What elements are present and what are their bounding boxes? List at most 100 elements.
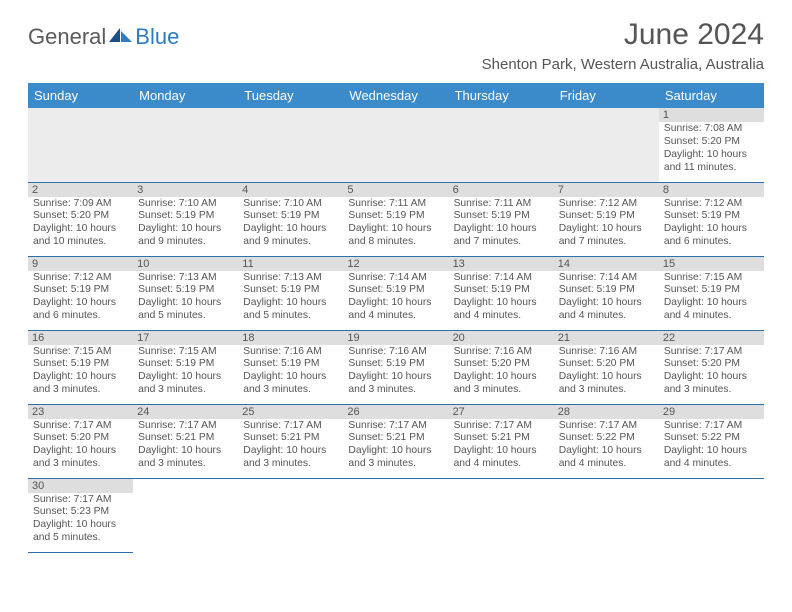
calendar-day-cell bbox=[343, 108, 448, 182]
day-info: Sunrise: 7:16 AMSunset: 5:19 PMDaylight:… bbox=[348, 346, 443, 397]
day-info: Sunrise: 7:08 AMSunset: 5:20 PMDaylight:… bbox=[664, 123, 759, 174]
calendar-day-cell: 23Sunrise: 7:17 AMSunset: 5:20 PMDayligh… bbox=[28, 404, 133, 478]
day-number: 7 bbox=[554, 183, 659, 197]
day-info: Sunrise: 7:17 AMSunset: 5:20 PMDaylight:… bbox=[33, 420, 128, 471]
calendar-day-cell bbox=[554, 108, 659, 182]
calendar-day-cell: 12Sunrise: 7:14 AMSunset: 5:19 PMDayligh… bbox=[343, 256, 448, 330]
day-number: 29 bbox=[659, 405, 764, 419]
day-number: 15 bbox=[659, 257, 764, 271]
calendar-day-cell: 14Sunrise: 7:14 AMSunset: 5:19 PMDayligh… bbox=[554, 256, 659, 330]
day-info: Sunrise: 7:12 AMSunset: 5:19 PMDaylight:… bbox=[559, 198, 654, 249]
month-title: June 2024 bbox=[482, 18, 764, 52]
day-info: Sunrise: 7:17 AMSunset: 5:21 PMDaylight:… bbox=[454, 420, 549, 471]
day-number: 4 bbox=[238, 183, 343, 197]
day-info: Sunrise: 7:17 AMSunset: 5:21 PMDaylight:… bbox=[138, 420, 233, 471]
logo-word-1: General bbox=[28, 24, 106, 50]
weekday-header: Friday bbox=[554, 83, 659, 108]
day-info: Sunrise: 7:16 AMSunset: 5:20 PMDaylight:… bbox=[559, 346, 654, 397]
logo: General Blue bbox=[28, 24, 179, 50]
day-number: 8 bbox=[659, 183, 764, 197]
day-number: 14 bbox=[554, 257, 659, 271]
calendar-table: SundayMondayTuesdayWednesdayThursdayFrid… bbox=[28, 83, 764, 553]
day-number: 16 bbox=[28, 331, 133, 345]
calendar-day-cell bbox=[133, 108, 238, 182]
day-info: Sunrise: 7:15 AMSunset: 5:19 PMDaylight:… bbox=[664, 272, 759, 323]
day-info: Sunrise: 7:17 AMSunset: 5:21 PMDaylight:… bbox=[348, 420, 443, 471]
calendar-day-cell bbox=[238, 478, 343, 552]
calendar-day-cell: 18Sunrise: 7:16 AMSunset: 5:19 PMDayligh… bbox=[238, 330, 343, 404]
calendar-day-cell: 19Sunrise: 7:16 AMSunset: 5:19 PMDayligh… bbox=[343, 330, 448, 404]
day-number: 28 bbox=[554, 405, 659, 419]
day-number: 9 bbox=[28, 257, 133, 271]
day-number: 27 bbox=[449, 405, 554, 419]
day-number: 18 bbox=[238, 331, 343, 345]
weekday-header: Tuesday bbox=[238, 83, 343, 108]
calendar-day-cell: 3Sunrise: 7:10 AMSunset: 5:19 PMDaylight… bbox=[133, 182, 238, 256]
calendar-day-cell: 17Sunrise: 7:15 AMSunset: 5:19 PMDayligh… bbox=[133, 330, 238, 404]
calendar-day-cell bbox=[238, 108, 343, 182]
calendar-week-row: 16Sunrise: 7:15 AMSunset: 5:19 PMDayligh… bbox=[28, 330, 764, 404]
calendar-day-cell: 13Sunrise: 7:14 AMSunset: 5:19 PMDayligh… bbox=[449, 256, 554, 330]
weekday-header: Thursday bbox=[449, 83, 554, 108]
day-info: Sunrise: 7:15 AMSunset: 5:19 PMDaylight:… bbox=[33, 346, 128, 397]
calendar-day-cell: 5Sunrise: 7:11 AMSunset: 5:19 PMDaylight… bbox=[343, 182, 448, 256]
calendar-day-cell: 30Sunrise: 7:17 AMSunset: 5:23 PMDayligh… bbox=[28, 478, 133, 552]
calendar-day-cell: 6Sunrise: 7:11 AMSunset: 5:19 PMDaylight… bbox=[449, 182, 554, 256]
calendar-day-cell bbox=[449, 478, 554, 552]
calendar-day-cell: 2Sunrise: 7:09 AMSunset: 5:20 PMDaylight… bbox=[28, 182, 133, 256]
title-block: June 2024 Shenton Park, Western Australi… bbox=[482, 18, 764, 73]
calendar-header-row: SundayMondayTuesdayWednesdayThursdayFrid… bbox=[28, 83, 764, 108]
day-number: 13 bbox=[449, 257, 554, 271]
calendar-day-cell: 22Sunrise: 7:17 AMSunset: 5:20 PMDayligh… bbox=[659, 330, 764, 404]
calendar-day-cell bbox=[554, 478, 659, 552]
calendar-day-cell bbox=[28, 108, 133, 182]
day-info: Sunrise: 7:13 AMSunset: 5:19 PMDaylight:… bbox=[243, 272, 338, 323]
calendar-day-cell: 20Sunrise: 7:16 AMSunset: 5:20 PMDayligh… bbox=[449, 330, 554, 404]
calendar-day-cell: 21Sunrise: 7:16 AMSunset: 5:20 PMDayligh… bbox=[554, 330, 659, 404]
logo-word-2: Blue bbox=[135, 24, 179, 50]
calendar-week-row: 2Sunrise: 7:09 AMSunset: 5:20 PMDaylight… bbox=[28, 182, 764, 256]
calendar-day-cell bbox=[659, 478, 764, 552]
day-number: 10 bbox=[133, 257, 238, 271]
day-info: Sunrise: 7:17 AMSunset: 5:22 PMDaylight:… bbox=[664, 420, 759, 471]
day-number: 25 bbox=[238, 405, 343, 419]
weekday-header: Sunday bbox=[28, 83, 133, 108]
calendar-day-cell: 29Sunrise: 7:17 AMSunset: 5:22 PMDayligh… bbox=[659, 404, 764, 478]
header: General Blue June 2024 Shenton Park, Wes… bbox=[28, 18, 764, 73]
day-info: Sunrise: 7:14 AMSunset: 5:19 PMDaylight:… bbox=[454, 272, 549, 323]
day-info: Sunrise: 7:16 AMSunset: 5:20 PMDaylight:… bbox=[454, 346, 549, 397]
day-number: 12 bbox=[343, 257, 448, 271]
location: Shenton Park, Western Australia, Austral… bbox=[482, 56, 764, 73]
calendar-week-row: 1Sunrise: 7:08 AMSunset: 5:20 PMDaylight… bbox=[28, 108, 764, 182]
day-info: Sunrise: 7:17 AMSunset: 5:22 PMDaylight:… bbox=[559, 420, 654, 471]
weekday-header: Saturday bbox=[659, 83, 764, 108]
day-number: 30 bbox=[28, 479, 133, 493]
day-info: Sunrise: 7:11 AMSunset: 5:19 PMDaylight:… bbox=[454, 198, 549, 249]
day-info: Sunrise: 7:09 AMSunset: 5:20 PMDaylight:… bbox=[33, 198, 128, 249]
calendar-day-cell: 25Sunrise: 7:17 AMSunset: 5:21 PMDayligh… bbox=[238, 404, 343, 478]
day-info: Sunrise: 7:13 AMSunset: 5:19 PMDaylight:… bbox=[138, 272, 233, 323]
day-number: 5 bbox=[343, 183, 448, 197]
sail-icon bbox=[108, 26, 134, 44]
calendar-day-cell: 11Sunrise: 7:13 AMSunset: 5:19 PMDayligh… bbox=[238, 256, 343, 330]
calendar-day-cell: 9Sunrise: 7:12 AMSunset: 5:19 PMDaylight… bbox=[28, 256, 133, 330]
weekday-header: Wednesday bbox=[343, 83, 448, 108]
day-info: Sunrise: 7:17 AMSunset: 5:20 PMDaylight:… bbox=[664, 346, 759, 397]
day-info: Sunrise: 7:12 AMSunset: 5:19 PMDaylight:… bbox=[33, 272, 128, 323]
day-number: 2 bbox=[28, 183, 133, 197]
calendar-day-cell bbox=[449, 108, 554, 182]
day-number: 20 bbox=[449, 331, 554, 345]
day-number: 21 bbox=[554, 331, 659, 345]
calendar-day-cell bbox=[343, 478, 448, 552]
day-number: 1 bbox=[659, 108, 764, 122]
day-info: Sunrise: 7:17 AMSunset: 5:23 PMDaylight:… bbox=[33, 494, 128, 545]
calendar-day-cell: 15Sunrise: 7:15 AMSunset: 5:19 PMDayligh… bbox=[659, 256, 764, 330]
calendar-week-row: 30Sunrise: 7:17 AMSunset: 5:23 PMDayligh… bbox=[28, 478, 764, 552]
day-info: Sunrise: 7:14 AMSunset: 5:19 PMDaylight:… bbox=[559, 272, 654, 323]
day-info: Sunrise: 7:17 AMSunset: 5:21 PMDaylight:… bbox=[243, 420, 338, 471]
calendar-day-cell: 7Sunrise: 7:12 AMSunset: 5:19 PMDaylight… bbox=[554, 182, 659, 256]
calendar-day-cell: 26Sunrise: 7:17 AMSunset: 5:21 PMDayligh… bbox=[343, 404, 448, 478]
calendar-day-cell: 28Sunrise: 7:17 AMSunset: 5:22 PMDayligh… bbox=[554, 404, 659, 478]
calendar-day-cell: 8Sunrise: 7:12 AMSunset: 5:19 PMDaylight… bbox=[659, 182, 764, 256]
day-number: 19 bbox=[343, 331, 448, 345]
